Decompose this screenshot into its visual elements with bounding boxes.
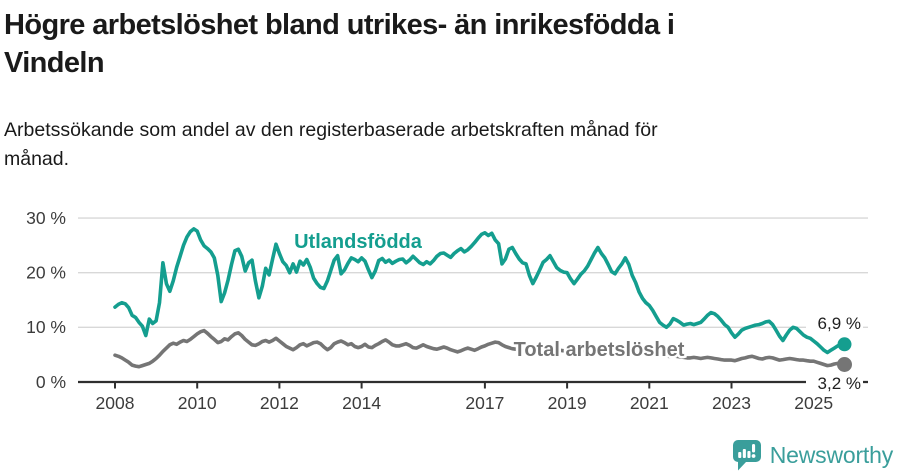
logo-bar-3 bbox=[747, 451, 751, 458]
x-tick-label-2021: 2021 bbox=[630, 393, 669, 413]
end-annotations: 6,9 % 3,2 % bbox=[806, 314, 863, 393]
speech-bubble-shape bbox=[732, 440, 761, 471]
newsworthy-logo-icon bbox=[732, 440, 761, 471]
end-label-utlandsfodda: 6,9 % bbox=[818, 314, 861, 333]
gridlines bbox=[78, 217, 868, 328]
y-tick-label-20: 20 % bbox=[26, 263, 66, 283]
series-line-total-arbetsl-shet bbox=[113, 328, 847, 369]
end-label-total: 3,2 % bbox=[818, 374, 861, 393]
end-dot-utlandsfodda bbox=[837, 337, 852, 352]
y-axis: 0 % 10 % 20 % 30 % bbox=[26, 208, 66, 392]
page-title: Högre arbetslöshet bland utrikes- än inr… bbox=[4, 6, 864, 82]
chart-subtitle-line2: månad. bbox=[4, 148, 70, 170]
end-label-bg-total bbox=[806, 374, 863, 393]
x-axis: 2008 2010 2012 2014 2017 2019 2021 2023 … bbox=[78, 380, 868, 413]
series-lines bbox=[113, 227, 847, 369]
newsworthy-logo-text: Newsworthy bbox=[769, 441, 893, 468]
logo-bar-1 bbox=[737, 452, 742, 458]
y-tick-label-30: 30 % bbox=[26, 208, 66, 228]
end-dot-total bbox=[837, 357, 852, 372]
series-line-utlandsf-dda bbox=[113, 227, 847, 355]
x-tick-label-2025: 2025 bbox=[794, 393, 833, 413]
logo-exclamation-bar bbox=[751, 444, 755, 453]
x-tick-label-2014: 2014 bbox=[342, 393, 381, 413]
logo-exclamation-dot bbox=[751, 454, 756, 458]
x-tick-label-2017: 2017 bbox=[465, 393, 504, 413]
page-title-line2: Vindeln bbox=[4, 47, 105, 79]
chart-subtitle: Arbetssökande som andel av den registerb… bbox=[4, 116, 864, 174]
page-title-line1: Högre arbetslöshet bland utrikes- än inr… bbox=[4, 9, 675, 41]
chart-subtitle-line1: Arbetssökande som andel av den registerb… bbox=[4, 119, 658, 141]
y-tick-label-0: 0 % bbox=[36, 372, 66, 392]
x-tick-label-2012: 2012 bbox=[260, 393, 299, 413]
x-tick-label-2008: 2008 bbox=[96, 393, 135, 413]
x-tick-label-2023: 2023 bbox=[712, 393, 751, 413]
x-tick-label-2019: 2019 bbox=[548, 393, 587, 413]
logo-bar-2 bbox=[742, 449, 746, 458]
end-label-bg-utlandsfodda bbox=[806, 314, 863, 333]
newsworthy-logo: Newsworthy bbox=[732, 439, 893, 471]
x-tick-label-2010: 2010 bbox=[178, 393, 217, 413]
series-label-utlandsfodda: Utlandsfödda bbox=[294, 231, 423, 253]
y-tick-label-10: 10 % bbox=[26, 317, 66, 337]
series-label-total-arbetsloshet: Total arbetslöshet bbox=[514, 339, 685, 361]
